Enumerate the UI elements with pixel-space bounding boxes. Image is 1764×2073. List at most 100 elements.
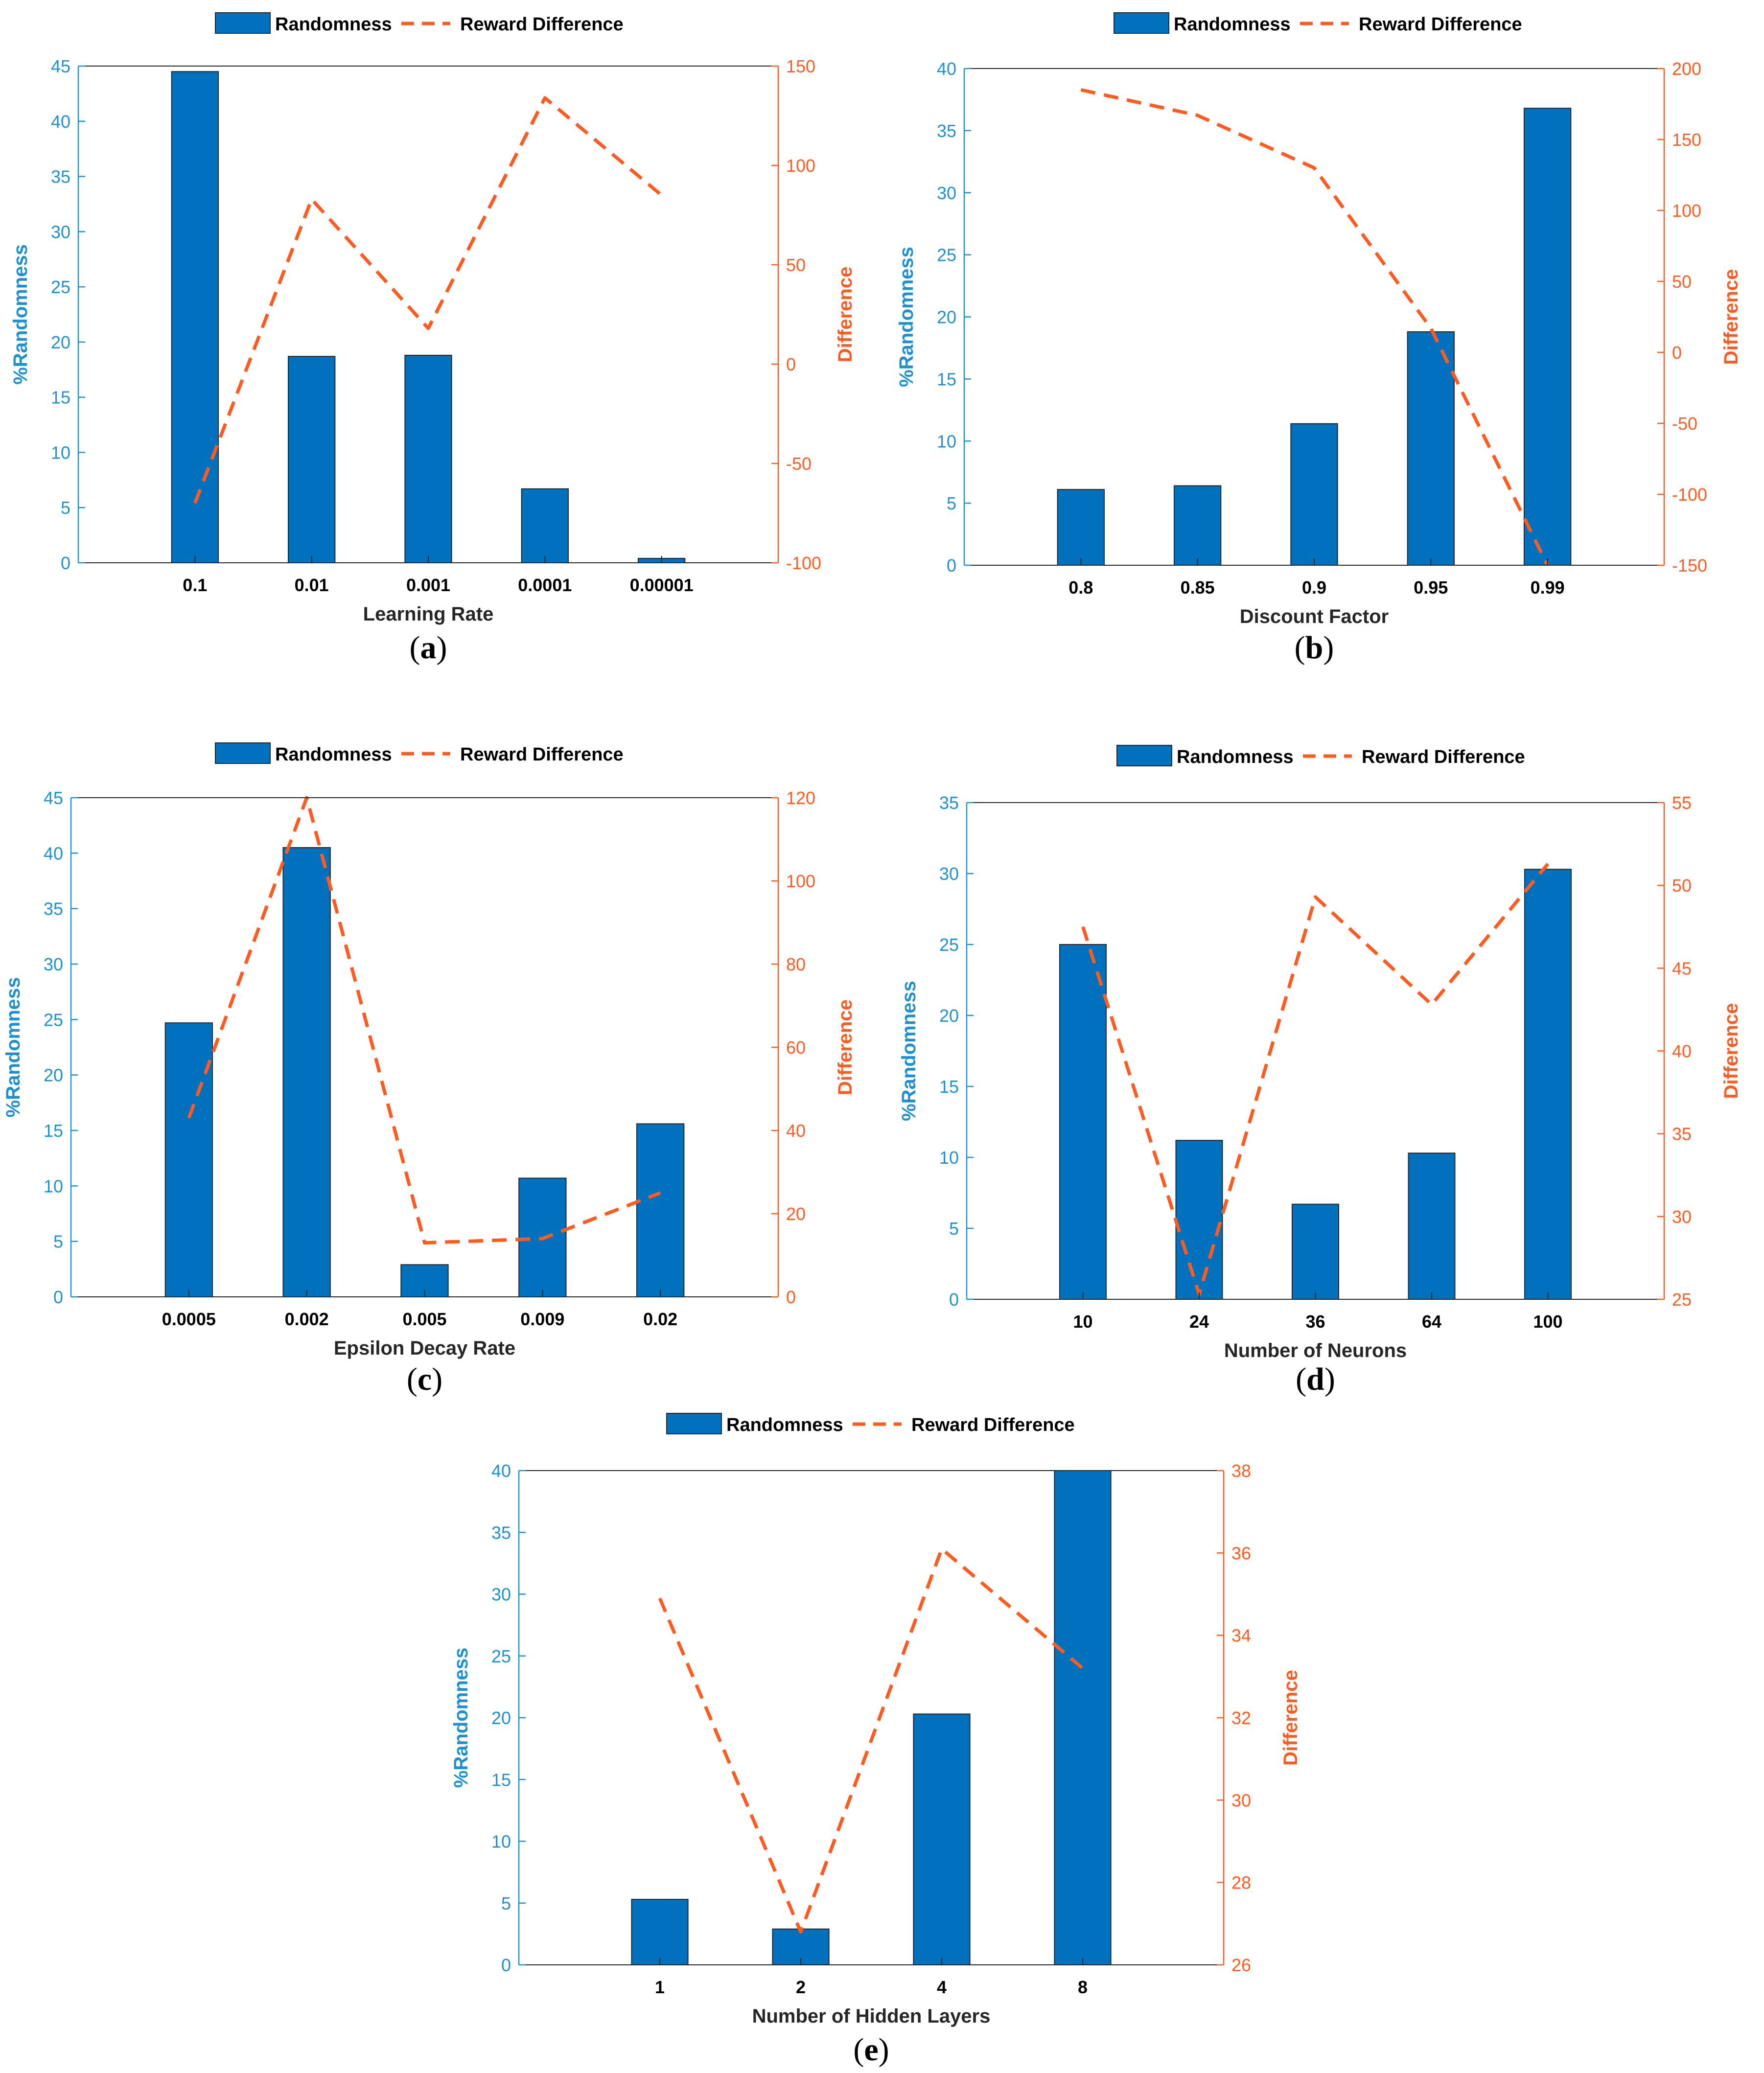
x-tick-label: 0.99 <box>1531 577 1565 598</box>
left-tick-label: 30 <box>937 183 956 203</box>
right-tick-label: 100 <box>786 871 815 891</box>
left-tick-label: 15 <box>491 1770 511 1790</box>
x-axis-label: Number of Neurons <box>1224 1340 1407 1361</box>
right-tick-label: 35 <box>1672 1124 1692 1144</box>
bar-0.0005 <box>164 1022 213 1297</box>
x-tick-label: 0.01 <box>295 575 329 595</box>
left-tick-label: 5 <box>501 1893 511 1913</box>
chart-panel-d: Randomness Reward Difference 0 5 10 15 20 25 30 3… <box>898 745 1742 1397</box>
x-tick-label: 0.0005 <box>162 1309 216 1329</box>
left-tick-label: 10 <box>51 442 70 462</box>
left-tick-label: 0 <box>947 555 956 576</box>
x-tick-label: 0.9 <box>1302 577 1326 598</box>
left-tick-label: 35 <box>51 167 70 187</box>
legend-line-label: Reward Difference <box>460 744 624 765</box>
x-tick-label: 0.001 <box>406 575 450 595</box>
bar-0.02 <box>636 1123 685 1297</box>
left-tick-label: 35 <box>937 121 956 141</box>
right-tick-label: 38 <box>1231 1461 1251 1481</box>
left-tick-label: 0 <box>501 1955 511 1975</box>
chart-panel-b: Randomness Reward Difference 0 5 10 15 20 25 30 3… <box>896 12 1742 666</box>
y-axis-label: %Randomness <box>450 1648 472 1788</box>
legend-bar-swatch <box>1116 745 1172 766</box>
y2-axis-label: Difference <box>835 267 856 363</box>
y2-axis-label: Difference <box>835 999 856 1095</box>
legend-line-label: Reward Difference <box>1359 14 1522 35</box>
left-tick-label: 20 <box>491 1708 511 1728</box>
left-tick-label: 5 <box>53 1232 63 1252</box>
right-tick-label: 150 <box>786 56 815 76</box>
right-tick-label: 25 <box>1672 1290 1692 1310</box>
left-tick-label: 40 <box>51 112 70 132</box>
panel-label: (e) <box>853 2032 889 2068</box>
left-tick-label: 0 <box>53 1287 63 1307</box>
left-tick-label: 0 <box>61 553 70 573</box>
left-tick-label: 25 <box>937 245 956 265</box>
y-axis-label: %Randomness <box>898 981 920 1121</box>
x-tick-label: 2 <box>796 1977 806 1997</box>
bar-24 <box>1175 1140 1223 1300</box>
right-tick-label: 30 <box>1231 1790 1251 1810</box>
bar-0.8 <box>1057 489 1105 566</box>
legend: Randomness Reward Difference <box>215 12 624 35</box>
chart-panel-a: Randomness Reward Difference 0 5 10 15 20 25 30 3… <box>10 12 856 666</box>
legend-bar-swatch <box>666 1413 722 1434</box>
right-tick-label: -100 <box>786 553 821 573</box>
x-tick-label: 8 <box>1078 1977 1088 1997</box>
bar-0.1 <box>171 71 219 563</box>
left-tick-label: 30 <box>939 864 959 884</box>
right-tick-label: -100 <box>1672 484 1707 505</box>
bar-0.99 <box>1524 108 1572 566</box>
left-tick-label: 35 <box>939 793 959 813</box>
bar-100 <box>1524 869 1572 1300</box>
right-tick-label: 0 <box>786 354 796 374</box>
right-tick-label: 80 <box>786 954 806 974</box>
x-tick-label: 64 <box>1422 1312 1441 1332</box>
legend-line-label: Reward Difference <box>1362 747 1525 767</box>
reward-difference-line <box>187 796 661 1244</box>
right-tick-label: 50 <box>1672 272 1692 292</box>
left-tick-label: 20 <box>51 332 70 352</box>
right-tick-label: 40 <box>1672 1041 1692 1061</box>
left-tick-label: 45 <box>51 56 70 76</box>
bar-8 <box>1054 1470 1112 1965</box>
right-tick-label: 60 <box>786 1037 806 1058</box>
x-tick-label: 0.95 <box>1414 577 1448 598</box>
right-tick-label: -150 <box>1672 555 1707 576</box>
y-axis-label: %Randomness <box>896 247 917 387</box>
legend-bar-label: Randomness <box>275 14 392 35</box>
right-tick-label: 100 <box>786 156 815 176</box>
left-tick-label: 15 <box>939 1077 959 1097</box>
bar-1 <box>631 1899 689 1966</box>
legend-bar-swatch <box>215 742 271 764</box>
bar-0.001 <box>404 354 452 563</box>
left-tick-label: 45 <box>44 788 63 808</box>
legend: Randomness Reward Difference <box>666 1413 1075 1435</box>
x-axis-label: Epsilon Decay Rate <box>334 1337 515 1359</box>
x-tick-label: 0.1 <box>183 575 207 595</box>
right-tick-label: 34 <box>1231 1626 1251 1646</box>
left-tick-label: 30 <box>491 1585 511 1605</box>
legend-bar-label: Randomness <box>726 1415 843 1435</box>
x-axis-label: Discount Factor <box>1240 606 1389 627</box>
left-tick-label: 15 <box>51 388 70 408</box>
left-tick-label: 20 <box>939 1006 959 1026</box>
legend-bar-label: Randomness <box>1174 14 1291 35</box>
left-tick-label: 20 <box>44 1065 63 1085</box>
left-tick-label: 10 <box>939 1148 959 1168</box>
right-tick-label: 50 <box>1672 875 1692 896</box>
right-tick-label: 40 <box>786 1121 806 1141</box>
left-tick-label: 25 <box>939 935 959 955</box>
left-tick-label: 30 <box>51 222 70 242</box>
right-tick-label: 200 <box>1672 59 1701 79</box>
right-tick-label: 0 <box>786 1287 796 1307</box>
bar-36 <box>1292 1203 1339 1300</box>
panel-label: (a) <box>410 630 447 666</box>
y-axis-label: %Randomness <box>2 977 24 1118</box>
panel-label: (b) <box>1295 630 1334 666</box>
x-tick-label: 0.85 <box>1181 577 1215 598</box>
right-tick-label: 45 <box>1672 958 1692 978</box>
right-tick-label: 26 <box>1231 1955 1251 1975</box>
x-tick-label: 36 <box>1305 1312 1325 1332</box>
